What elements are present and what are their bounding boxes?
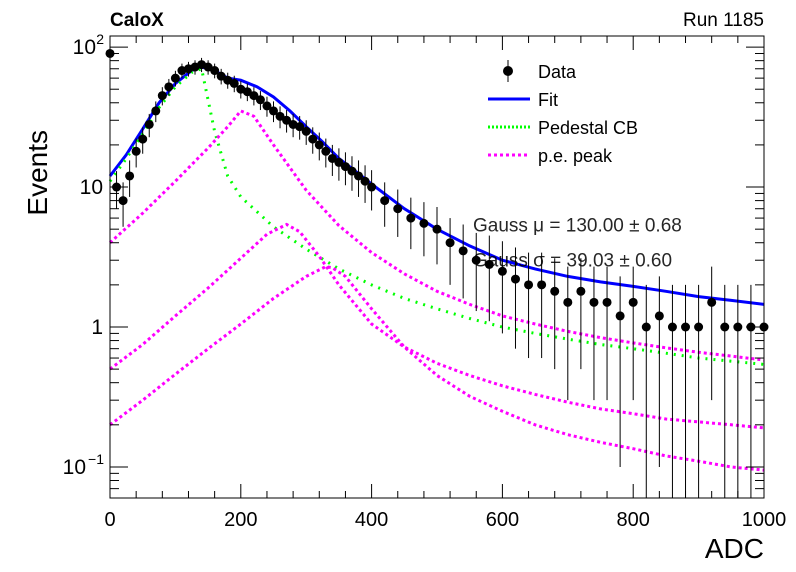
data-point [118,196,128,206]
data-point [327,153,337,163]
x-tick-label: 800 [617,509,650,531]
y-tick-label: 10 [80,176,103,199]
x-tick-label: 200 [224,509,257,531]
data-point [406,213,416,223]
data-point [340,162,350,172]
data-point [347,166,357,176]
fit-stats: Gauss μ = 130.00 ± 0.68 Gauss σ = 39.03 ±… [473,216,682,272]
data-point [576,286,586,296]
data-point [255,95,265,105]
data-point [550,286,560,296]
run-label: Run 1185 [683,10,764,31]
x-tick-label: 1000 [742,509,787,531]
data-point [419,218,429,228]
data-point [334,157,344,167]
data-point [667,322,677,332]
data-point [563,297,573,307]
data-point [295,122,305,132]
data-point [393,204,403,214]
plot-frame [109,35,765,499]
data-point [131,146,141,156]
data-point [229,78,239,88]
data-point [321,146,331,156]
data-point [458,246,468,256]
series-line-2 [108,66,765,366]
y-tick-exponent: 2 [96,31,104,47]
series-line-5 [109,265,765,472]
y-tick-label: 1 [91,316,103,339]
data-point [144,119,154,129]
data-point [497,266,507,276]
data-point [367,182,377,192]
data-point [210,66,220,76]
series-line-3 [108,109,765,362]
data-point [733,322,743,332]
data-point [432,224,442,234]
data-point [275,111,285,121]
x-axis-label: ADC [705,533,764,564]
data-point [589,297,599,307]
legend-marker [503,66,513,76]
data-point [471,255,481,265]
data-point [707,297,717,307]
data-point [164,82,174,92]
data-point [249,91,259,101]
data-point [242,87,252,97]
data-point [308,134,318,144]
legend-label: Fit [538,90,558,110]
data-point [510,274,520,284]
data-point [282,115,292,125]
x-tick-label: 600 [486,509,519,531]
y-axis-label: Events [22,130,53,216]
data-point [628,297,638,307]
data-point [615,311,625,321]
data-point [157,91,167,101]
data-point [641,322,651,332]
data-point [314,140,324,150]
data-point [360,176,370,186]
data-point [602,297,612,307]
fit-stat-text-1: Gauss σ = 39.03 ± 0.60 [473,251,672,272]
fit-stat-text-0: Gauss μ = 130.00 ± 0.68 [473,216,682,237]
experiment-label: CaloX [110,10,164,31]
data-point [694,322,704,332]
data-point [269,106,278,116]
y-tick-exponent: −1 [88,451,104,467]
data-point [380,196,390,206]
data-points [105,47,769,498]
legend: Data Fit Pedestal CB p.e. peak [488,60,638,166]
legend-label: Data [538,62,577,82]
data-point [125,171,135,181]
x-tick-label: 0 [104,509,115,531]
data-point [681,322,691,332]
legend-label: p.e. peak [538,146,613,166]
data-point [138,134,148,144]
data-point [720,322,730,332]
data-point [301,126,311,136]
data-point [151,106,161,116]
data-point [354,171,364,181]
data-point [445,238,455,248]
data-point [524,280,534,290]
series-line-4 [109,222,765,430]
data-point [216,71,226,81]
data-point [262,101,272,111]
data-point [654,311,664,321]
legend-label: Pedestal CB [538,118,638,138]
y-tick-label: 10 [73,36,96,59]
data-point [484,259,494,269]
data-point [537,280,547,290]
y-tick-label: 10 [63,456,86,479]
data-point [170,73,180,83]
x-tick-label: 400 [355,509,388,531]
